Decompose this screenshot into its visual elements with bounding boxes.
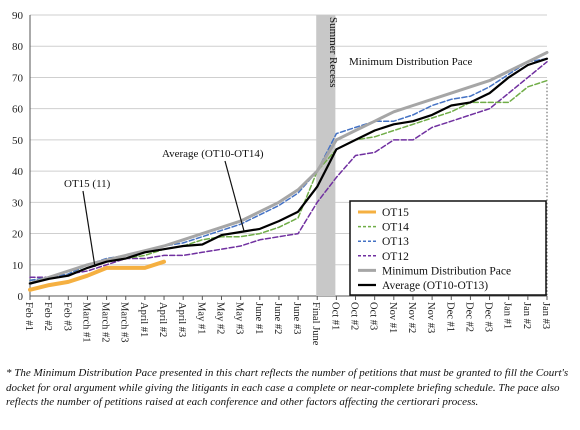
x-tick-label-april-2: April #2 [157, 302, 168, 337]
x-tick-label-feb-3: Feb #3 [61, 302, 72, 331]
x-tick-label-june-3: June #3 [291, 302, 302, 334]
legend: OT15 OT14 OT13 OT12 Minimum Distribution Pac… [349, 200, 547, 296]
series-line-minimum-distribution-pace [28, 51, 549, 285]
x-tick-label-june-1: June #1 [253, 302, 264, 334]
x-tick-label-nov-3: Nov #3 [425, 302, 436, 333]
y-tick-label-80: 80 [12, 41, 24, 53]
y-tick-label-40: 40 [12, 166, 24, 178]
series-line-ot15 [28, 259, 166, 292]
x-tick-label-march-3: March #3 [119, 302, 130, 343]
y-tick-label-90: 90 [12, 10, 24, 22]
y-tick-label-30: 30 [12, 197, 24, 209]
footnote: * The Minimum Distribution Pace presente… [6, 367, 569, 408]
x-tick-label-feb-2: Feb #2 [42, 302, 53, 331]
legend-box [349, 200, 547, 296]
series-line-ot12 [29, 61, 548, 279]
axes: 0 10 20 30 40 50 60 70 80 90 Feb #1 Feb #2 Feb #3 Mar… [12, 10, 551, 346]
x-tick-label-jan-1: Jan #1 [502, 302, 513, 329]
x-tick-label-nov-1: Nov #1 [387, 302, 398, 333]
x-tick-label-dec-1: Dec #1 [444, 302, 455, 332]
legend-label-ot13: OT13 [382, 236, 409, 248]
x-tick-label-may-3: May #3 [234, 302, 245, 334]
legend-label-ot12: OT12 [382, 251, 409, 263]
series-line-ot14 [29, 79, 548, 282]
y-tick-label-20: 20 [12, 229, 24, 241]
x-tick-label-jan-3: Jan #3 [540, 302, 551, 329]
x-tick-label-may-2: May #2 [214, 302, 225, 334]
annotation-average-ot10-ot14: Average (OT10-OT14) [162, 148, 264, 160]
x-tick-label-june-2: June #2 [272, 302, 283, 334]
x-tick-label-april-3: April #3 [176, 302, 187, 337]
y-tick-label-10: 10 [12, 260, 24, 272]
series-line-average-ot10-ot13 [28, 57, 549, 285]
x-tick-label-final-june: Final June [310, 302, 321, 346]
x-tick-label-march-2: March #2 [100, 302, 111, 343]
x-tick-label-april-1: April #1 [138, 302, 149, 337]
annotation-ot15: OT15 (11) [64, 178, 111, 190]
legend-label-ot15: OT15 [382, 207, 409, 219]
legend-label-minimum-distribution-pace: Minimum Distribution Pace [382, 265, 511, 277]
line-chart: Summer Recess 0 10 20 30 40 50 60 70 80 90 Feb #1 F… [12, 10, 551, 346]
y-tick-label-50: 50 [12, 135, 24, 147]
y-tick-label-70: 70 [12, 72, 24, 84]
grid-lines [30, 14, 547, 297]
x-tick-label-feb-1: Feb #1 [23, 302, 34, 331]
legend-label-average-ot10-ot13: Average (OT10-OT13) [382, 280, 488, 292]
summer-recess-label: Summer Recess [327, 17, 339, 88]
y-tick-label-60: 60 [12, 104, 24, 116]
x-tick-label-jan-2: Jan #2 [521, 302, 532, 329]
x-tick-label-may-1: May #1 [195, 302, 206, 334]
annotation-minimum-distribution-pace: Minimum Distribution Pace [349, 56, 473, 68]
y-tick-label-0: 0 [18, 291, 24, 303]
annotations: Minimum Distribution Pace Average (OT10-O… [64, 56, 473, 268]
series-lines [28, 51, 549, 292]
x-tick-label-dec-3: Dec #3 [483, 302, 494, 332]
x-tick-label-dec-2: Dec #2 [463, 302, 474, 332]
x-tick-label-march-1: March #1 [80, 302, 91, 343]
legend-label-ot14: OT14 [382, 222, 409, 234]
x-tick-label-oct-3: Oct #3 [368, 302, 379, 330]
x-tick-label-nov-2: Nov #2 [406, 302, 417, 333]
x-tick-label-oct-2: Oct #2 [349, 302, 360, 330]
annotation-leader-ot15 [82, 190, 96, 268]
x-tick-label-oct-1: Oct #1 [329, 302, 340, 330]
annotation-leader-average [224, 160, 245, 232]
